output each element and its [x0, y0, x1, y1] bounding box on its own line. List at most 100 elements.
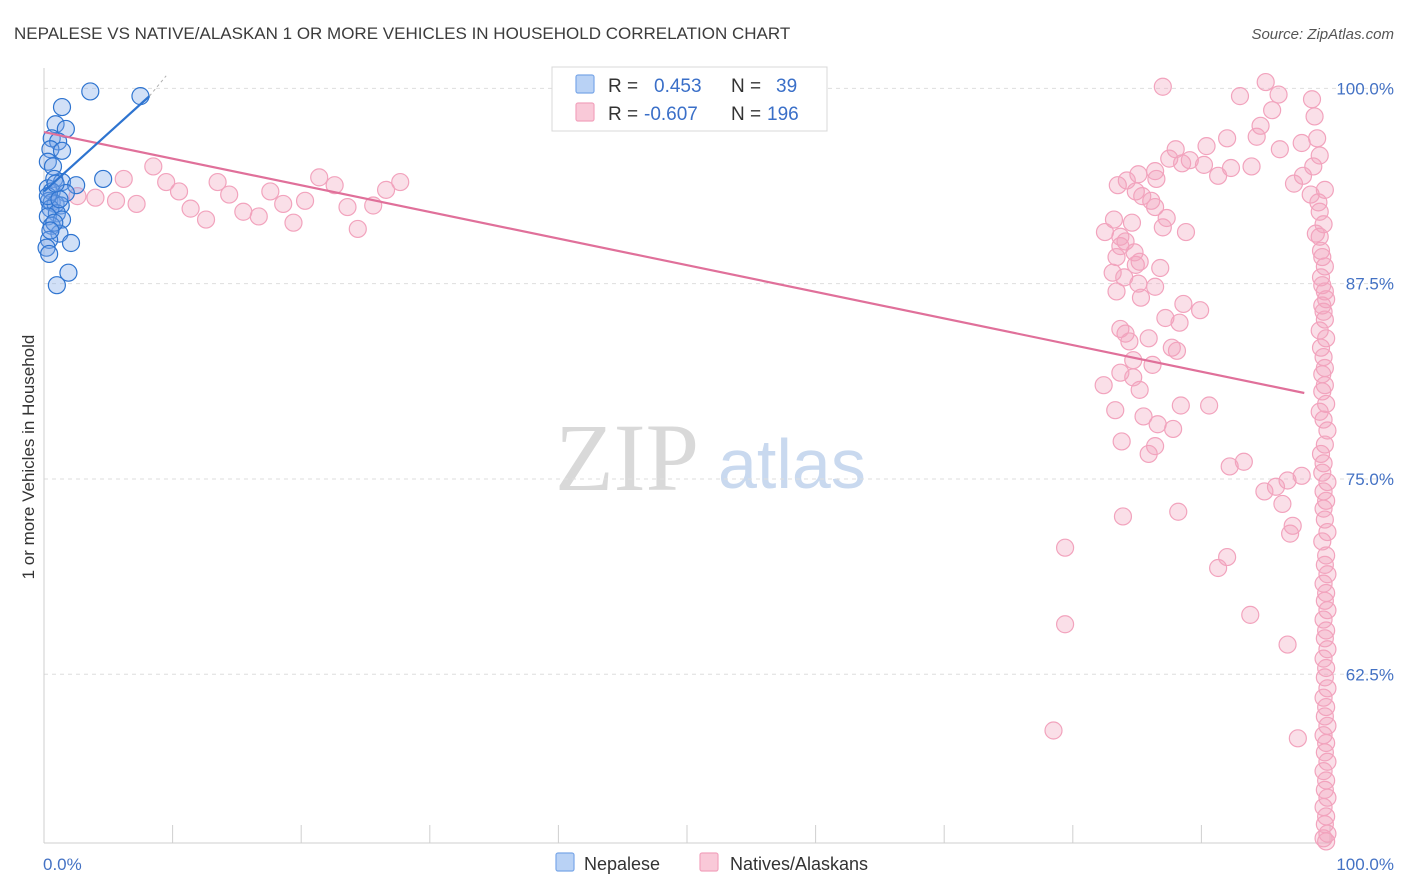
nepalese-point [46, 174, 65, 193]
natives-point [1234, 452, 1253, 471]
natives-point [1313, 296, 1332, 315]
natives-point [1318, 788, 1337, 807]
natives-point [338, 197, 357, 217]
natives-point [1251, 116, 1270, 135]
natives-point [1197, 137, 1216, 156]
natives-point [1164, 419, 1183, 439]
natives-point [325, 176, 344, 195]
natives-point [1317, 329, 1336, 348]
natives-point [1169, 502, 1188, 521]
stats-legend-box [551, 66, 828, 132]
natives-point [1103, 263, 1122, 282]
natives-point [1209, 558, 1228, 578]
nepalese-point [59, 263, 78, 282]
y-tick-label: 100.0% [1336, 79, 1394, 98]
natives-point [1314, 454, 1333, 473]
natives-point [1318, 565, 1337, 584]
natives-point [1146, 197, 1165, 217]
chart-source: Source: ZipAtlas.com [1251, 26, 1394, 43]
y-tick-labels: 62.5% 75.0% 87.5% 100.0% [1336, 79, 1394, 684]
nepalese-point [61, 233, 81, 253]
nepalese-point [41, 221, 60, 240]
natives-point [1317, 733, 1336, 753]
watermark-atlas: atlas [718, 425, 866, 503]
natives-point [1317, 697, 1336, 717]
natives-point [249, 207, 268, 226]
trend-lines [43, 75, 1305, 395]
natives-point [1278, 471, 1297, 490]
nepalese-point [94, 169, 113, 189]
natives-point [376, 180, 396, 199]
natives-point [144, 157, 163, 176]
natives-point [1171, 396, 1190, 415]
natives-point [1317, 658, 1336, 678]
natives-point [310, 168, 329, 187]
nepalese-swatch [575, 74, 595, 94]
natives-point [1170, 313, 1189, 332]
natives-point [284, 213, 303, 232]
natives-point [1314, 829, 1333, 848]
natives-point [1106, 401, 1125, 420]
y-axis-label: 1 or more Vehicles in Household [19, 335, 38, 580]
nepalese-point [40, 244, 59, 264]
natives-point [1263, 101, 1282, 120]
natives-n-value: 196 [767, 104, 799, 125]
natives-point [1094, 376, 1113, 395]
legend-nepalese-label: Nepalese [584, 854, 660, 874]
natives-point [1220, 457, 1239, 476]
natives-point [1167, 341, 1187, 360]
natives-point [1318, 472, 1337, 492]
natives-point [1209, 166, 1228, 185]
nepalese-point [52, 141, 72, 160]
natives-point [274, 194, 293, 214]
nepalese-point [47, 276, 66, 295]
natives-point [1055, 615, 1075, 634]
natives-point [1044, 721, 1063, 740]
watermark-zip: ZIP [555, 404, 699, 511]
natives-point [1273, 494, 1292, 514]
axes [43, 68, 1331, 844]
natives-point [1315, 629, 1334, 648]
natives-point [1174, 294, 1193, 314]
natives-point [1315, 257, 1334, 276]
natives-point [220, 185, 239, 204]
natives-point [1315, 435, 1334, 454]
natives-point [1124, 351, 1143, 370]
natives-point [114, 169, 133, 189]
natives-point [208, 172, 227, 192]
natives-point [1120, 332, 1139, 351]
legend-natives-swatch [699, 852, 719, 872]
natives-point [1247, 127, 1266, 146]
nepalese-point [49, 132, 68, 151]
natives-point [1270, 140, 1289, 159]
natives-point [1151, 258, 1170, 278]
nepalese-trend-extension [149, 75, 167, 97]
natives-point [234, 202, 253, 221]
natives-point [1112, 432, 1131, 451]
legend-natives-label: Natives/Alaskans [730, 854, 868, 874]
series-legend: Nepalese Natives/Alaskans [555, 852, 868, 874]
natives-point [1313, 463, 1332, 482]
natives-r-label: R = [608, 104, 638, 125]
natives-point [1107, 247, 1126, 267]
natives-point [1305, 107, 1324, 126]
natives-point [1318, 752, 1337, 771]
natives-point [1318, 522, 1337, 542]
natives-point [1255, 482, 1274, 501]
natives-point [348, 219, 367, 239]
natives-point [1318, 421, 1337, 440]
natives-point [1122, 213, 1142, 232]
nepalese-point [52, 97, 72, 117]
natives-point [1317, 546, 1336, 565]
nepalese-point [131, 87, 150, 106]
natives-point [1162, 338, 1181, 357]
natives-point [196, 210, 216, 229]
nepalese-r-value: 0.453 [654, 76, 702, 97]
natives-point [391, 172, 410, 192]
natives-r-value: -0.607 [644, 104, 698, 125]
natives-point [1302, 90, 1322, 109]
nepalese-n-value: 39 [776, 76, 797, 97]
nepalese-r-label: R = [608, 76, 638, 97]
y-tick-label: 87.5% [1346, 275, 1394, 294]
